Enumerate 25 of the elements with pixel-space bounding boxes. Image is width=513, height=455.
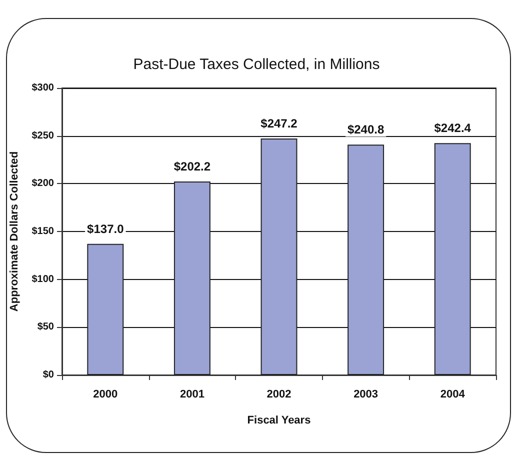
x-tick-label: 2001 xyxy=(180,388,204,400)
x-tick-label: 2000 xyxy=(93,388,118,400)
bar xyxy=(260,138,298,375)
y-tick-label: $250 xyxy=(32,130,54,142)
y-tick-label: $200 xyxy=(32,178,54,190)
y-axis-title: Approximate Dollars Collected xyxy=(8,151,20,312)
data-label: $202.2 xyxy=(174,160,211,174)
x-tick-label: 2003 xyxy=(354,388,378,400)
y-tick-label: $0 xyxy=(42,370,54,380)
bar xyxy=(87,244,124,375)
y-tick-label: $50 xyxy=(37,322,54,333)
data-label: $137.0 xyxy=(87,222,124,236)
data-label: $242.4 xyxy=(434,121,472,136)
y-tick-label: $100 xyxy=(32,274,54,285)
y-tick-label: $300 xyxy=(32,82,54,94)
bar xyxy=(434,143,471,375)
data-label: $247.2 xyxy=(260,116,298,131)
bar xyxy=(348,144,384,375)
x-tick-label: 2004 xyxy=(440,388,466,400)
y-tick-label: $150 xyxy=(32,226,54,237)
chart-title: Past-Due Taxes Collected, in Millions xyxy=(133,56,380,73)
x-axis-title: Fiscal Years xyxy=(247,414,311,426)
bar xyxy=(174,182,210,375)
x-tick-label: 2002 xyxy=(266,388,292,400)
data-label: $240.8 xyxy=(347,122,384,137)
